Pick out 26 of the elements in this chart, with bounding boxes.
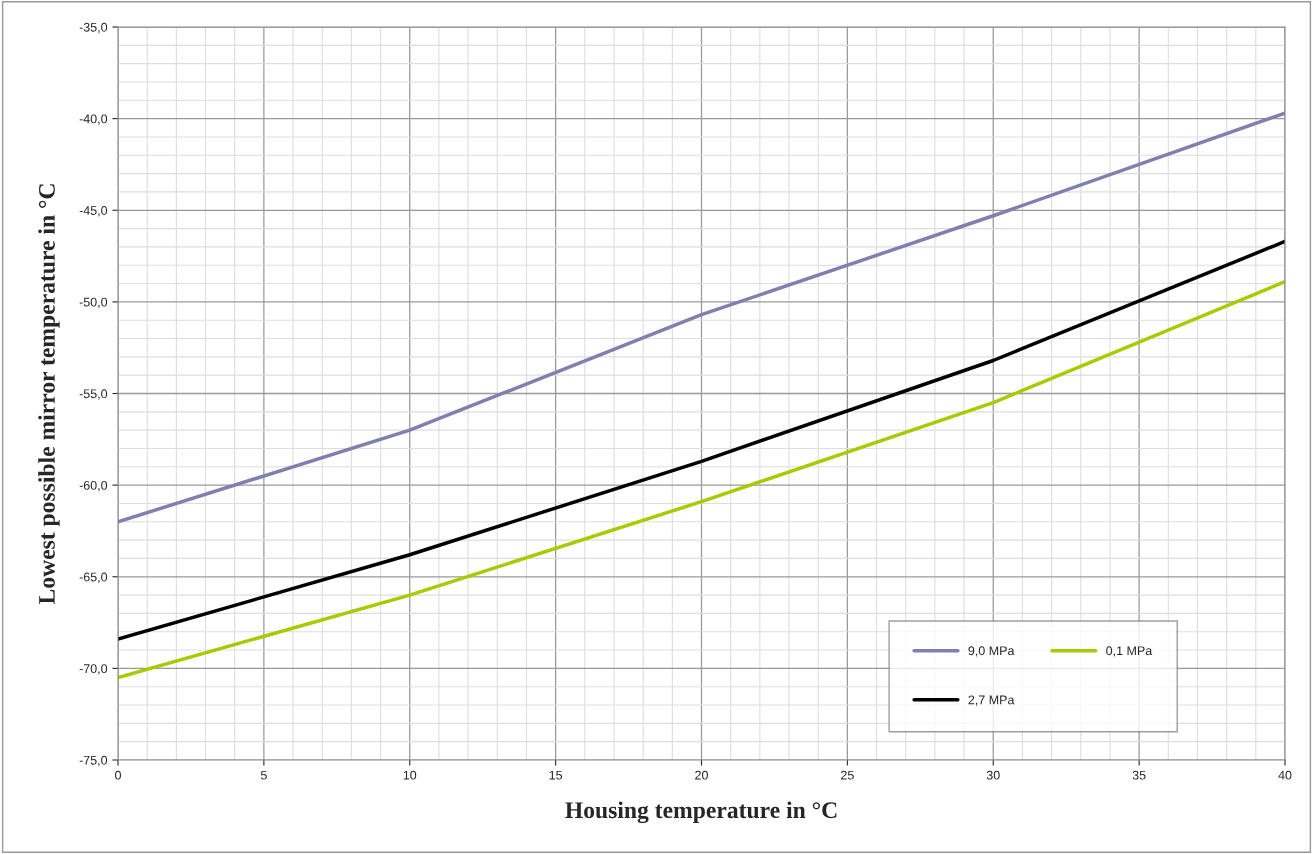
x-tick-label: 15 bbox=[549, 770, 563, 780]
y-axis-title: Lowest possible mirror temperature in °C bbox=[38, 184, 60, 605]
y-tick-label: -50,0 bbox=[79, 297, 108, 308]
y-tick-label: -65,0 bbox=[79, 572, 108, 583]
x-tick-label: 35 bbox=[1132, 770, 1146, 780]
line-series bbox=[118, 239, 1285, 641]
y-tick-label: -60,0 bbox=[79, 480, 108, 492]
line-series bbox=[118, 111, 1285, 524]
y-tick-label: -55,0 bbox=[79, 389, 108, 400]
x-tick-label: 30 bbox=[986, 770, 1000, 780]
line-series bbox=[118, 279, 1285, 680]
legend-label: 2,7 MPa bbox=[968, 695, 1015, 706]
legend-label: 9,0 MPa bbox=[968, 646, 1015, 657]
legend-label: 0,1 MPa bbox=[1106, 646, 1153, 657]
y-tick-label: -45,0 bbox=[79, 206, 108, 217]
x-tick-label: 5 bbox=[260, 770, 267, 780]
x-tick-label: 10 bbox=[403, 770, 417, 780]
x-tick-label: 0 bbox=[115, 770, 121, 780]
x-axis-title: Housing temperature in °C bbox=[565, 801, 837, 824]
x-tick-label: 40 bbox=[1278, 770, 1292, 780]
y-tick-label: -35,0 bbox=[79, 22, 108, 34]
x-tick-label: 25 bbox=[841, 770, 854, 780]
x-tick-label: 20 bbox=[695, 770, 708, 780]
y-tick-label: -40,0 bbox=[79, 114, 108, 125]
y-tick-label: -75,0 bbox=[79, 755, 108, 767]
y-tick-label: -70,0 bbox=[79, 664, 108, 675]
